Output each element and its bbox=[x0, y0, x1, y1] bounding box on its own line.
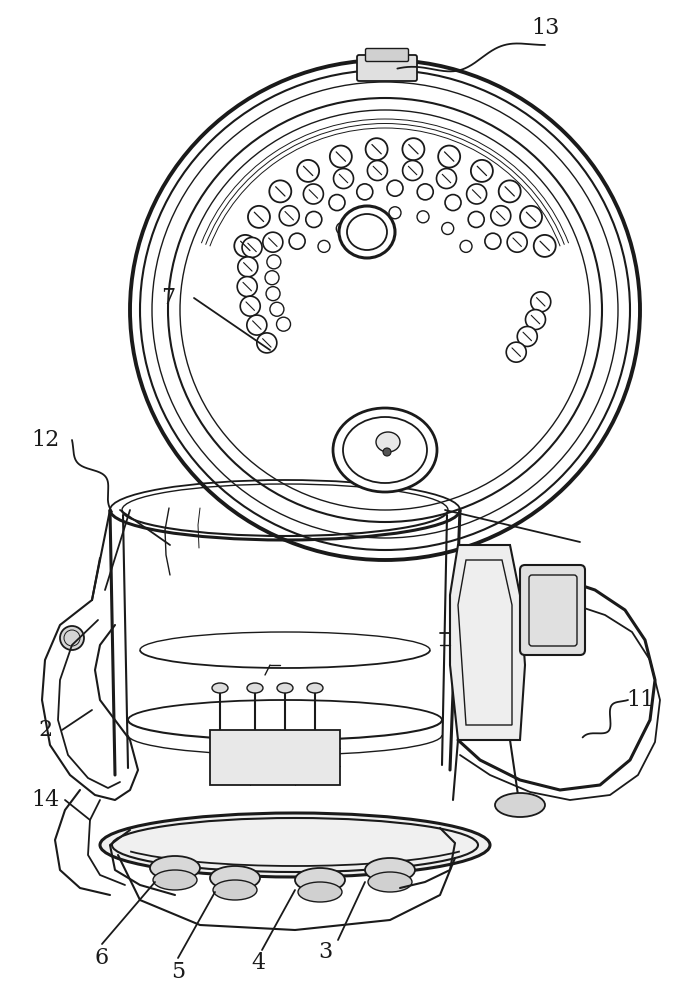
Ellipse shape bbox=[278, 753, 292, 761]
Text: 5: 5 bbox=[171, 961, 185, 983]
Ellipse shape bbox=[212, 683, 228, 693]
Circle shape bbox=[367, 161, 387, 181]
Ellipse shape bbox=[277, 683, 293, 693]
Ellipse shape bbox=[295, 868, 345, 892]
Circle shape bbox=[531, 292, 551, 312]
Circle shape bbox=[417, 211, 429, 223]
Circle shape bbox=[330, 146, 352, 168]
Ellipse shape bbox=[347, 214, 387, 250]
Text: 12: 12 bbox=[31, 429, 59, 451]
Circle shape bbox=[333, 169, 354, 189]
Text: 4: 4 bbox=[251, 952, 265, 974]
Circle shape bbox=[234, 235, 256, 257]
Circle shape bbox=[266, 287, 280, 301]
Ellipse shape bbox=[213, 880, 257, 900]
Circle shape bbox=[438, 146, 460, 168]
Circle shape bbox=[361, 211, 373, 223]
Circle shape bbox=[303, 184, 323, 204]
Circle shape bbox=[466, 184, 487, 204]
Circle shape bbox=[491, 206, 511, 226]
Circle shape bbox=[445, 195, 461, 211]
Circle shape bbox=[265, 271, 279, 285]
Circle shape bbox=[289, 233, 305, 249]
Circle shape bbox=[237, 277, 257, 297]
Circle shape bbox=[248, 206, 270, 228]
Ellipse shape bbox=[495, 793, 545, 817]
Circle shape bbox=[279, 206, 299, 226]
Ellipse shape bbox=[343, 417, 427, 483]
FancyBboxPatch shape bbox=[520, 565, 585, 655]
Ellipse shape bbox=[307, 683, 323, 693]
Ellipse shape bbox=[298, 882, 342, 902]
Ellipse shape bbox=[247, 683, 263, 693]
Circle shape bbox=[471, 160, 493, 182]
Circle shape bbox=[256, 333, 277, 353]
Circle shape bbox=[534, 235, 556, 257]
Text: 7: 7 bbox=[161, 287, 175, 309]
Ellipse shape bbox=[308, 753, 322, 761]
Text: 11: 11 bbox=[626, 689, 654, 711]
Circle shape bbox=[383, 448, 391, 456]
Circle shape bbox=[336, 222, 348, 234]
Circle shape bbox=[517, 326, 537, 346]
Circle shape bbox=[306, 211, 322, 227]
Circle shape bbox=[520, 206, 542, 228]
Ellipse shape bbox=[100, 813, 490, 877]
Text: 13: 13 bbox=[531, 17, 559, 39]
Ellipse shape bbox=[150, 856, 200, 880]
Circle shape bbox=[60, 626, 84, 650]
Circle shape bbox=[402, 138, 425, 160]
Circle shape bbox=[389, 207, 401, 219]
Circle shape bbox=[417, 184, 433, 200]
Circle shape bbox=[402, 161, 423, 181]
Circle shape bbox=[485, 233, 501, 249]
Circle shape bbox=[267, 255, 281, 269]
Circle shape bbox=[263, 232, 283, 252]
Text: 3: 3 bbox=[318, 941, 332, 963]
Circle shape bbox=[507, 232, 527, 252]
Bar bbox=[210, 730, 340, 785]
Ellipse shape bbox=[213, 753, 227, 761]
Circle shape bbox=[468, 211, 484, 227]
Circle shape bbox=[277, 317, 290, 331]
Circle shape bbox=[270, 302, 284, 316]
Ellipse shape bbox=[368, 872, 412, 892]
Ellipse shape bbox=[365, 858, 415, 882]
FancyBboxPatch shape bbox=[365, 48, 408, 62]
Ellipse shape bbox=[153, 870, 197, 890]
Ellipse shape bbox=[333, 408, 437, 492]
Circle shape bbox=[506, 342, 526, 362]
Circle shape bbox=[387, 180, 403, 196]
Circle shape bbox=[441, 222, 454, 234]
Circle shape bbox=[238, 257, 258, 277]
Circle shape bbox=[460, 240, 472, 252]
Circle shape bbox=[242, 237, 262, 257]
FancyBboxPatch shape bbox=[357, 55, 417, 81]
Text: 2: 2 bbox=[38, 719, 52, 741]
Circle shape bbox=[366, 138, 387, 160]
Ellipse shape bbox=[339, 206, 395, 258]
Circle shape bbox=[499, 180, 520, 202]
Ellipse shape bbox=[376, 432, 400, 452]
Circle shape bbox=[240, 296, 261, 316]
Polygon shape bbox=[450, 545, 525, 740]
Text: 6: 6 bbox=[95, 947, 109, 969]
Circle shape bbox=[318, 240, 330, 252]
Circle shape bbox=[297, 160, 319, 182]
Circle shape bbox=[329, 195, 345, 211]
Circle shape bbox=[357, 184, 373, 200]
Circle shape bbox=[247, 315, 267, 335]
Circle shape bbox=[437, 169, 456, 189]
Ellipse shape bbox=[210, 866, 260, 890]
Ellipse shape bbox=[248, 753, 262, 761]
Text: 14: 14 bbox=[31, 789, 59, 811]
Circle shape bbox=[269, 180, 292, 202]
Circle shape bbox=[526, 310, 545, 330]
